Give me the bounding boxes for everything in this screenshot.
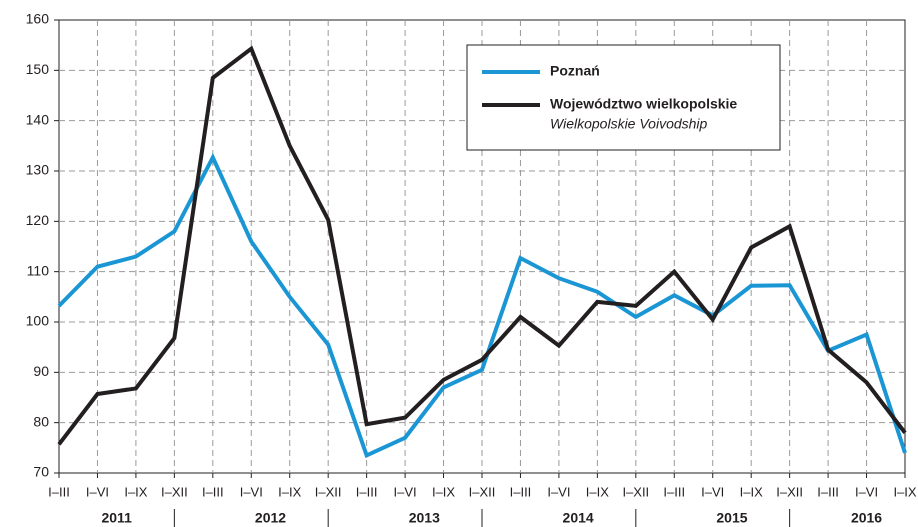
x-tick-label: I–XII <box>622 484 649 499</box>
y-tick-label: 100 <box>26 313 50 329</box>
y-tick-label: 140 <box>26 111 50 127</box>
year-label: 2011 <box>101 510 132 526</box>
x-tick-label: I–IX <box>278 484 301 499</box>
y-tick-label: 150 <box>26 61 50 77</box>
year-label: 2012 <box>255 510 286 526</box>
x-tick-label: I–IX <box>124 484 147 499</box>
y-tick-label: 160 <box>26 11 50 27</box>
x-tick-label: I–VI <box>701 484 724 499</box>
year-label: 2015 <box>716 510 747 526</box>
x-tick-label: I–XII <box>315 484 342 499</box>
x-tick-label: I–VI <box>86 484 109 499</box>
legend: Poznań Województwo wielkopolskie Wielkopol… <box>466 44 781 151</box>
x-tick-label: I–IX <box>586 484 609 499</box>
x-tick-label: I–VI <box>394 484 417 499</box>
y-tick-label: 120 <box>26 212 50 228</box>
series-line <box>57 45 907 446</box>
legend-label: Poznań <box>550 63 600 79</box>
x-tick-label: I–III <box>510 484 532 499</box>
x-tick-label: I–XII <box>161 484 188 499</box>
year-label: 2013 <box>409 510 440 526</box>
y-tick-label: 90 <box>33 363 49 379</box>
x-tick-label: I–III <box>48 484 70 499</box>
x-tick-label: I–XII <box>776 484 803 499</box>
year-label: 2016 <box>851 510 882 526</box>
y-tick-label: 130 <box>26 162 50 178</box>
legend-label-en: Wielkopolskie Voivodship <box>550 116 708 132</box>
x-tick-label: I–VI <box>855 484 878 499</box>
y-tick-label: 70 <box>33 464 49 480</box>
x-tick-label: I–III <box>817 484 839 499</box>
x-tick-label: I–IX <box>740 484 763 499</box>
legend-box <box>466 44 781 151</box>
x-tick-label: I–III <box>202 484 224 499</box>
x-tick-label: I–VI <box>547 484 570 499</box>
y-tick-label: 80 <box>33 413 49 429</box>
year-label: 2014 <box>563 510 594 526</box>
x-tick-label: I–III <box>663 484 685 499</box>
y-tick-label: 110 <box>27 262 50 278</box>
x-tick-label: I–IX <box>432 484 455 499</box>
x-tick-label: I–III <box>356 484 378 499</box>
legend-label: Województwo wielkopolskie <box>550 96 737 112</box>
x-tick-label: I–IX <box>893 484 916 499</box>
series-line <box>57 152 907 459</box>
x-tick-label: I–VI <box>240 484 263 499</box>
x-tick-label: I–XII <box>469 484 496 499</box>
